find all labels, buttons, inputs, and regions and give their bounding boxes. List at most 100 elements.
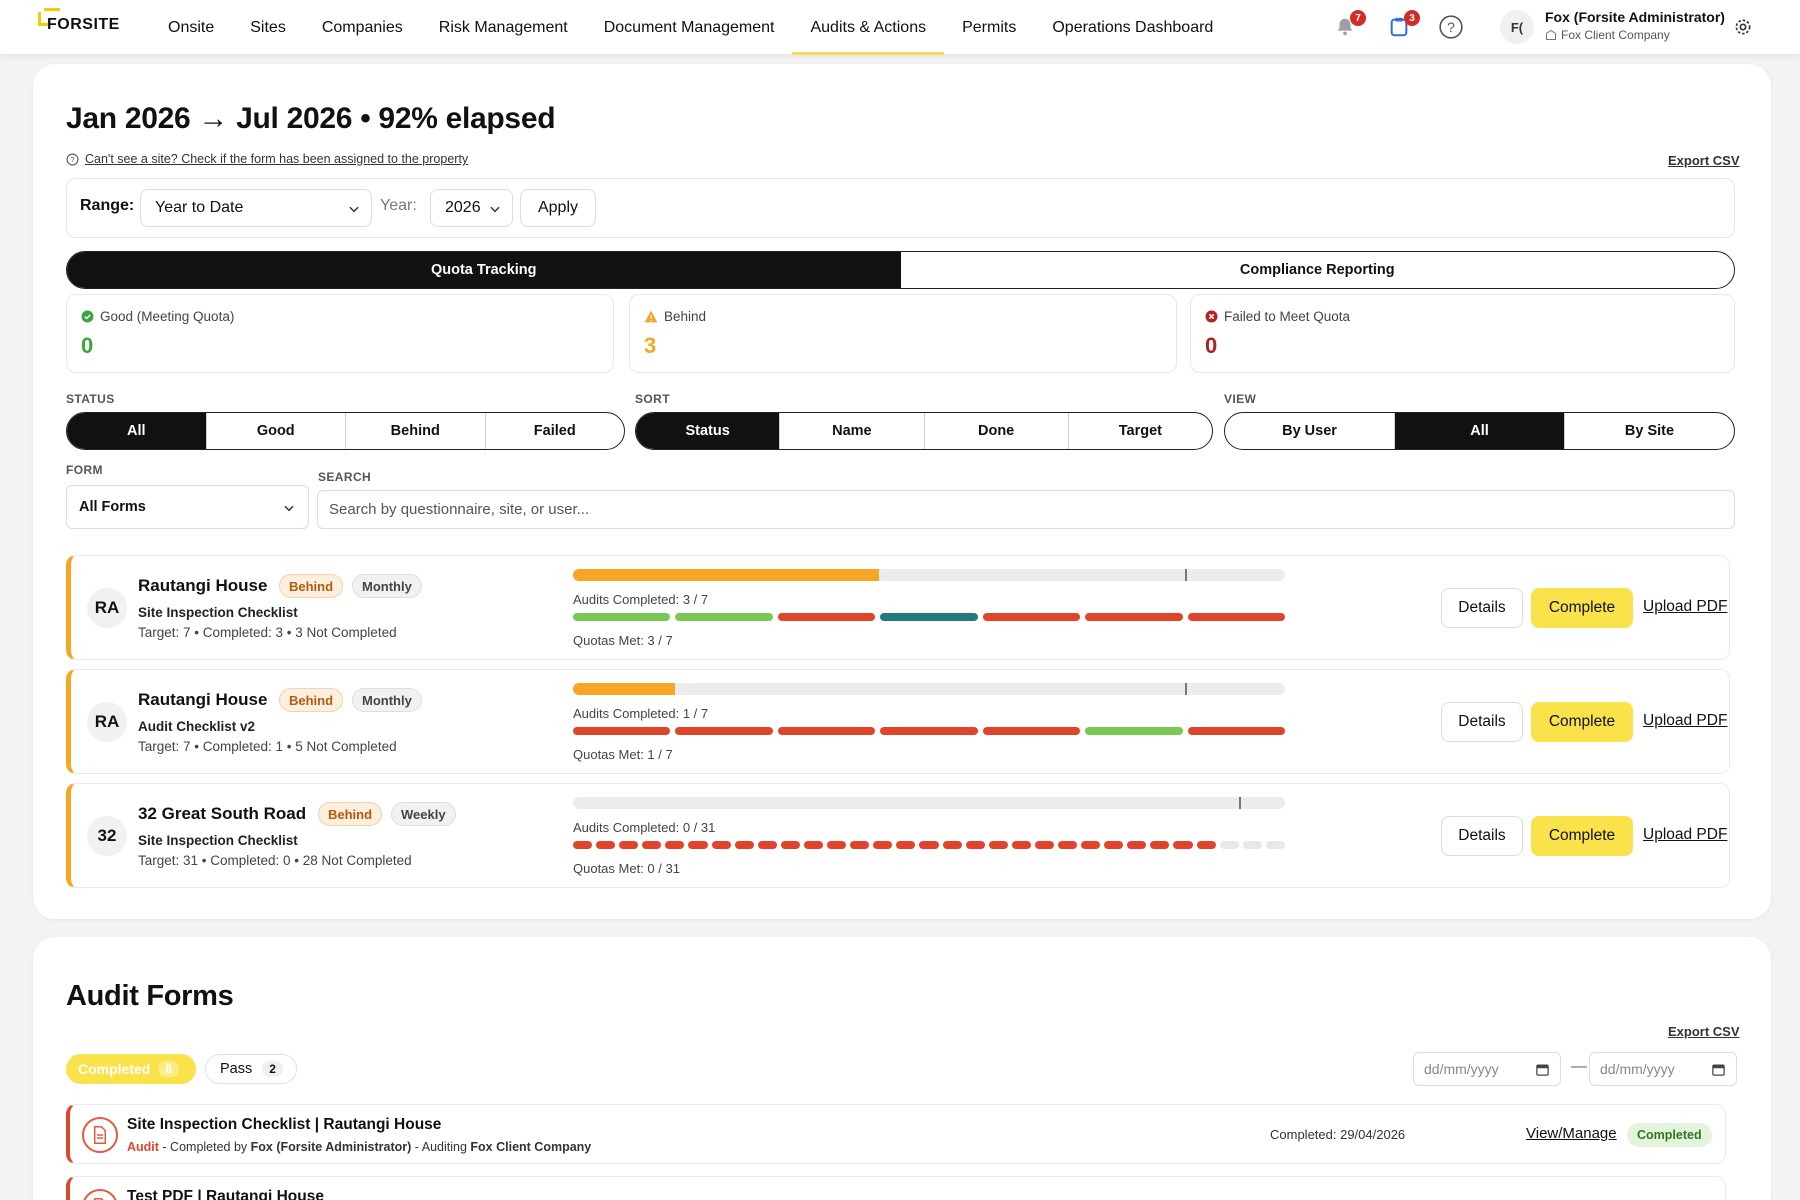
calendar-icon[interactable] bbox=[1535, 1062, 1550, 1077]
notifications-button[interactable]: 7 bbox=[1330, 10, 1366, 42]
date-from-input[interactable]: dd/mm/yyyy bbox=[1413, 1052, 1561, 1086]
progress-fill bbox=[573, 569, 880, 581]
form-select[interactable]: All Forms bbox=[66, 485, 309, 529]
period-segment-failed bbox=[1127, 841, 1147, 849]
period-segment-empty bbox=[1242, 841, 1262, 849]
upload-pdf-link[interactable]: Upload PDF bbox=[1643, 826, 1728, 843]
upload-pdf-link[interactable]: Upload PDF bbox=[1643, 712, 1728, 729]
period-segment-failed bbox=[777, 727, 876, 735]
help-icon: ? bbox=[1439, 15, 1463, 39]
period-segment-good bbox=[675, 613, 773, 621]
period-segment-failed bbox=[988, 841, 1008, 849]
complete-button[interactable]: Complete bbox=[1531, 702, 1633, 742]
audit-form-row[interactable]: Test PDF | Rautangi House bbox=[66, 1176, 1726, 1200]
site-avatar: RA bbox=[87, 588, 127, 628]
document-icon bbox=[82, 1117, 118, 1153]
details-button[interactable]: Details bbox=[1441, 702, 1523, 742]
audit-form-row[interactable]: Site Inspection Checklist | Rautangi Hou… bbox=[66, 1104, 1726, 1164]
quotas-met: Quotas Met: 3 / 7 bbox=[573, 633, 673, 648]
complete-button[interactable]: Complete bbox=[1531, 588, 1633, 628]
apply-button[interactable]: Apply bbox=[520, 189, 596, 227]
period-title: Jan 2026 → Jul 2026 • 92% elapsed bbox=[66, 102, 556, 135]
help-circle-icon: ? bbox=[66, 153, 79, 165]
nav-item-permits[interactable]: Permits bbox=[962, 18, 1017, 36]
sort-name[interactable]: Name bbox=[780, 413, 925, 449]
upload-pdf-link[interactable]: Upload PDF bbox=[1643, 598, 1728, 615]
nav-item-onsite[interactable]: Onsite bbox=[168, 18, 215, 36]
nav-item-companies[interactable]: Companies bbox=[321, 18, 403, 36]
frequency-badge: Monthly bbox=[352, 688, 422, 712]
quota-row: 32 32 Great South Road Behind Weekly Site In… bbox=[66, 783, 1730, 888]
x-circle-icon bbox=[1205, 310, 1218, 323]
sort-filter: Status Name Done Target bbox=[635, 412, 1213, 450]
messages-button[interactable]: 3 bbox=[1384, 10, 1420, 42]
tab-quota-tracking[interactable]: Quota Tracking bbox=[67, 252, 901, 288]
nav-item-operations-dashboard[interactable]: Operations Dashboard bbox=[1052, 18, 1214, 36]
view-by-user[interactable]: By User bbox=[1225, 413, 1395, 449]
view-manage-link[interactable]: View/Manage bbox=[1526, 1125, 1617, 1142]
audits-completed: Audits Completed: 3 / 7 bbox=[573, 592, 709, 607]
stat-good: Good (Meeting Quota) 0 bbox=[66, 294, 614, 373]
sort-label: SORT bbox=[635, 392, 670, 406]
clipboard-icon bbox=[1390, 17, 1408, 37]
period-segment-failed bbox=[711, 841, 731, 849]
filter-chip-pass[interactable]: Pass 2 bbox=[205, 1054, 297, 1084]
nav-item-sites[interactable]: Sites bbox=[250, 18, 286, 36]
period-segment-failed bbox=[873, 841, 893, 849]
nav-item-risk-management[interactable]: Risk Management bbox=[438, 18, 568, 36]
settings-icon bbox=[1735, 19, 1751, 35]
calendar-icon[interactable] bbox=[1711, 1062, 1726, 1077]
stat-good-value: 0 bbox=[81, 333, 94, 358]
range-select[interactable]: Year to Date bbox=[140, 189, 372, 227]
sort-status[interactable]: Status bbox=[636, 413, 781, 449]
elapsed-marker bbox=[1185, 683, 1188, 695]
period-segment-failed bbox=[1104, 841, 1124, 849]
audit-progress-bar bbox=[573, 683, 1285, 695]
status-all[interactable]: All bbox=[67, 413, 207, 449]
status-behind[interactable]: Behind bbox=[346, 413, 486, 449]
search-label: SEARCH bbox=[318, 470, 372, 484]
details-button[interactable]: Details bbox=[1441, 816, 1523, 856]
period-segment-failed bbox=[803, 841, 824, 849]
tab-compliance-reporting[interactable]: Compliance Reporting bbox=[1239, 262, 1395, 278]
audit-form-title: Test PDF | Rautangi House bbox=[127, 1188, 324, 1200]
export-csv-link[interactable]: Export CSV bbox=[1668, 153, 1740, 168]
audit-forms-export-csv[interactable]: Export CSV bbox=[1668, 1024, 1740, 1039]
status-badge: Completed bbox=[1627, 1123, 1712, 1147]
frequency-badge: Monthly bbox=[352, 574, 422, 598]
help-button[interactable]: ? bbox=[1436, 12, 1466, 42]
user-name[interactable]: Fox (Forsite Administrator) bbox=[1545, 9, 1725, 25]
search-input[interactable]: Search by questionnaire, site, or user..… bbox=[317, 490, 1735, 529]
forsite-logo[interactable]: FORSITE bbox=[38, 8, 130, 40]
sort-done[interactable]: Done bbox=[925, 413, 1069, 449]
sort-target[interactable]: Target bbox=[1118, 423, 1162, 439]
period-segment-failed bbox=[1034, 841, 1054, 849]
stat-behind: Behind 3 bbox=[629, 294, 1177, 373]
site-hint-link[interactable]: Can't see a site? Check if the form has … bbox=[85, 152, 469, 166]
chevron-down-icon bbox=[490, 206, 500, 213]
nav-item-document-management[interactable]: Document Management bbox=[603, 18, 775, 36]
view-by-site[interactable]: By Site bbox=[1624, 423, 1675, 439]
view-all[interactable]: All bbox=[1395, 413, 1565, 449]
date-to-input[interactable]: dd/mm/yyyy bbox=[1589, 1052, 1737, 1086]
nav-item-audits-actions[interactable]: Audits & Actions bbox=[792, 0, 944, 55]
status-badge: Behind bbox=[279, 574, 344, 598]
stat-failed-value: 0 bbox=[1205, 333, 1218, 358]
status-good[interactable]: Good bbox=[207, 413, 346, 449]
period-segment-failed bbox=[596, 841, 616, 849]
filter-chip-completed[interactable]: Completed 8 bbox=[66, 1054, 196, 1084]
period-segment-failed bbox=[982, 613, 1081, 621]
audit-form-title: Site Inspection Checklist | Rautangi Hou… bbox=[127, 1116, 442, 1133]
settings-button[interactable] bbox=[1728, 12, 1758, 42]
details-button[interactable]: Details bbox=[1441, 588, 1523, 628]
complete-button[interactable]: Complete bbox=[1531, 816, 1633, 856]
period-segment-failed bbox=[850, 841, 870, 849]
year-select[interactable]: 2026 bbox=[430, 189, 513, 227]
chevron-down-icon bbox=[349, 206, 359, 213]
bell-icon bbox=[1337, 18, 1353, 36]
status-failed[interactable]: Failed bbox=[533, 423, 576, 439]
messages-badge: 3 bbox=[1404, 10, 1420, 26]
frequency-badge: Weekly bbox=[391, 802, 456, 826]
user-avatar[interactable]: F( bbox=[1500, 10, 1534, 44]
period-segment-failed bbox=[942, 841, 962, 849]
